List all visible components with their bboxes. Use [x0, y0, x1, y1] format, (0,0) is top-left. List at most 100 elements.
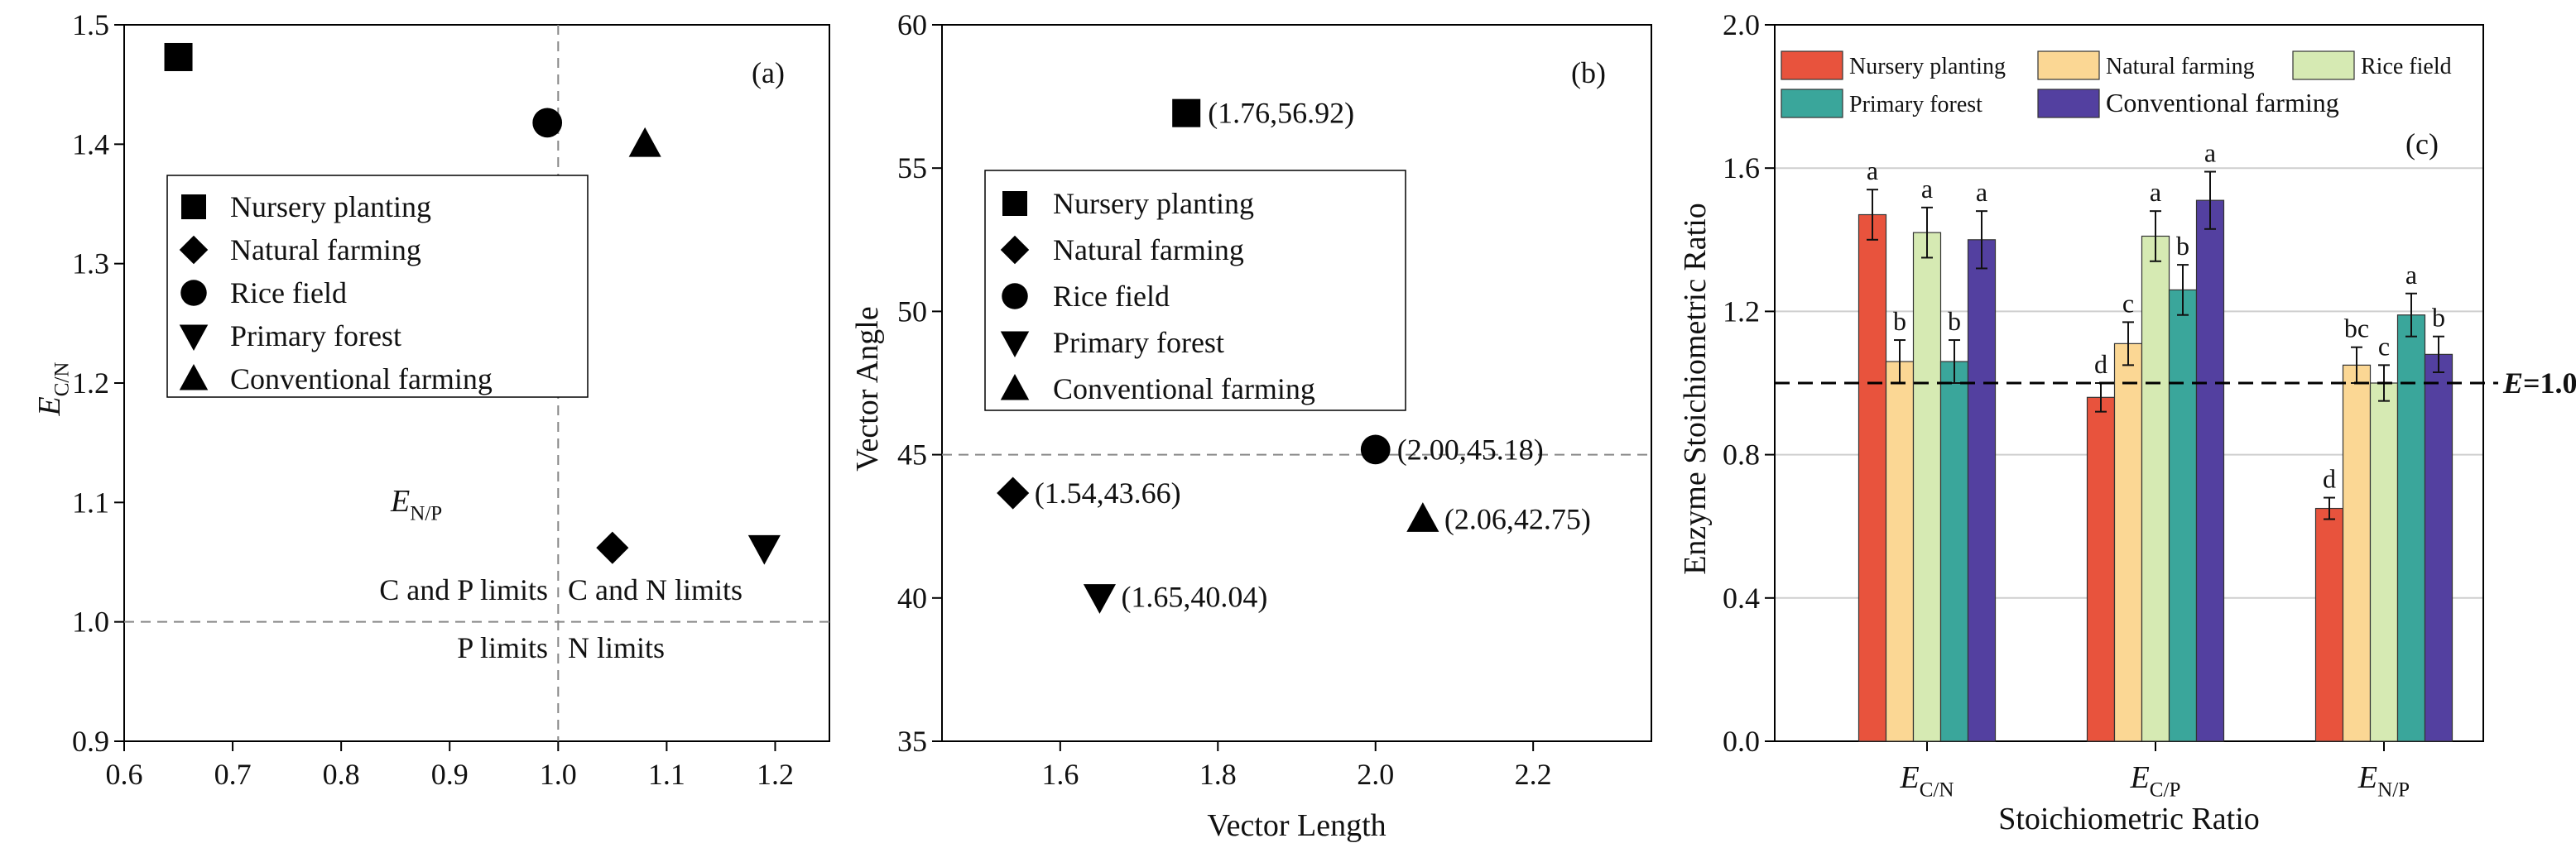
x-tick-label: 1.2 — [757, 758, 794, 791]
legend-swatch — [2037, 89, 2100, 118]
legend-label: Natural farming — [230, 233, 421, 266]
y-tick-label: 45 — [897, 438, 927, 472]
plot-frame — [941, 24, 1652, 742]
quadrant-label-lower-right: N limits — [568, 631, 665, 664]
legend-swatch — [1781, 50, 1843, 80]
panel-b-scatter: 1.6 1.8 2.0 2.2 35 40 45 50 55 60 Vector Angle Vect… — [850, 8, 1652, 843]
point-triangle-down — [1083, 584, 1116, 614]
point-square — [1172, 98, 1201, 127]
panel-a-scatter: 0.6 0.7 0.8 0.9 1.0 1.1 1.2 0.9 1.0 1.1 1.2 1.3 1.4 1… — [32, 8, 830, 791]
significance-letter: d — [2094, 349, 2107, 379]
legend-swatch — [2292, 50, 2355, 80]
panel-label: (b) — [1571, 56, 1606, 89]
bar — [2086, 396, 2116, 742]
bar — [2168, 289, 2198, 742]
x-tick-label: 0.9 — [431, 758, 469, 791]
bar — [2195, 199, 2225, 742]
point-circle — [1360, 434, 1391, 465]
bar — [1858, 213, 1887, 742]
legend: Nursery planting Natural farming Rice fiel… — [1781, 50, 2452, 118]
y-tick-label: 55 — [897, 151, 927, 184]
x-tick-label: EN/P — [2357, 760, 2410, 802]
legend-swatch — [1781, 89, 1843, 118]
bar — [2314, 507, 2344, 742]
legend-marker-diamond — [179, 235, 209, 265]
bar — [2424, 353, 2453, 742]
legend-label: Conventional farming — [2106, 88, 2339, 117]
legend-label: Natural farming — [1053, 233, 1244, 266]
legend-marker-triangle-down — [1000, 331, 1030, 357]
x-axis-label: EN/P — [390, 484, 442, 525]
significance-letter: b — [1893, 306, 1906, 336]
y-tick-label: 50 — [897, 295, 927, 328]
significance-letter: c — [2122, 288, 2134, 318]
bar — [2141, 235, 2170, 742]
x-axis-label: Stoichiometric Ratio — [1998, 802, 2260, 836]
point-value-label: (1.65,40.04) — [1121, 580, 1267, 613]
legend-label: Primary forest — [230, 319, 401, 352]
point-value-label: (1.54,43.66) — [1035, 477, 1181, 510]
y-tick-label: 1.1 — [72, 486, 109, 519]
significance-letter: a — [2204, 138, 2216, 168]
y-tick-label: 0.8 — [1723, 438, 1760, 472]
x-tick-label: 0.6 — [106, 758, 143, 791]
point-value-label: (2.06,42.75) — [1444, 503, 1591, 536]
y-tick-label: 60 — [897, 8, 927, 41]
significance-letter: b — [1948, 306, 1961, 336]
y-tick-label: 1.2 — [1723, 295, 1760, 328]
y-axis-label: Vector Angle — [850, 306, 885, 471]
y-tick-label: 1.2 — [72, 366, 109, 400]
y-tick-label: 2.0 — [1723, 8, 1760, 41]
significance-letter: a — [1867, 156, 1878, 185]
significance-letter: d — [2323, 464, 2336, 494]
point-diamond — [997, 477, 1030, 510]
legend-marker-triangle-up — [179, 364, 209, 390]
point-diamond — [596, 531, 629, 564]
point-value-label: (1.76,56.92) — [1208, 97, 1354, 130]
quadrant-label-upper-left: C and P limits — [379, 573, 548, 606]
legend-swatch — [2037, 50, 2100, 80]
x-tick-label: 1.8 — [1199, 758, 1237, 791]
bar — [2396, 314, 2426, 742]
legend-label: Conventional farming — [1053, 372, 1315, 405]
bar — [1939, 361, 1969, 742]
legend-label: Rice field — [2361, 54, 2452, 79]
x-tick-label: EC/P — [2130, 760, 2181, 802]
significance-letter: bc — [2344, 314, 2369, 343]
point-square — [164, 42, 193, 71]
legend-marker-square — [1002, 191, 1027, 216]
significance-letter: a — [2405, 260, 2417, 290]
x-tick-label: 1.1 — [648, 758, 685, 791]
legend: Nursery planting Natural farming Rice fiel… — [984, 170, 1406, 411]
y-tick-label: 1.4 — [72, 127, 109, 160]
reference-line-label: E=1.0 — [2502, 366, 2576, 400]
x-tick-label: 2.0 — [1357, 758, 1394, 791]
legend-label: Rice field — [230, 276, 347, 309]
bar — [1885, 361, 1915, 742]
x-tick-label: 0.8 — [323, 758, 360, 791]
legend-label: Rice field — [1053, 280, 1170, 313]
legend-label: Primary forest — [1849, 92, 1982, 117]
panel-label: (c) — [2405, 127, 2439, 160]
legend-label: Nursery planting — [1849, 54, 2006, 79]
y-tick-label: 40 — [897, 582, 927, 615]
bar — [2342, 364, 2372, 742]
y-tick-label: 1.0 — [72, 606, 109, 639]
significance-letter: b — [2176, 231, 2189, 261]
panel-c-bar-chart: 0.00.40.81.21.62.0EC/NababaEC/PdcabaEN/P… — [1678, 8, 2576, 836]
significance-letter: a — [1921, 174, 1933, 204]
legend-label: Primary forest — [1053, 326, 1224, 359]
x-tick-label: 2.2 — [1515, 758, 1552, 791]
legend-marker-triangle-up — [1000, 374, 1030, 400]
bar — [2369, 382, 2399, 742]
y-tick-label: 35 — [897, 725, 927, 758]
quadrant-label-lower-left: P limits — [457, 631, 548, 664]
quadrant-label-upper-right: C and N limits — [568, 573, 743, 606]
bar — [1912, 232, 1942, 742]
legend-label: Conventional farming — [230, 362, 493, 395]
legend-marker-circle — [1002, 283, 1028, 309]
bar — [1967, 239, 1997, 742]
x-tick-label: EC/N — [1899, 760, 1954, 802]
point-triangle-up — [628, 127, 661, 157]
